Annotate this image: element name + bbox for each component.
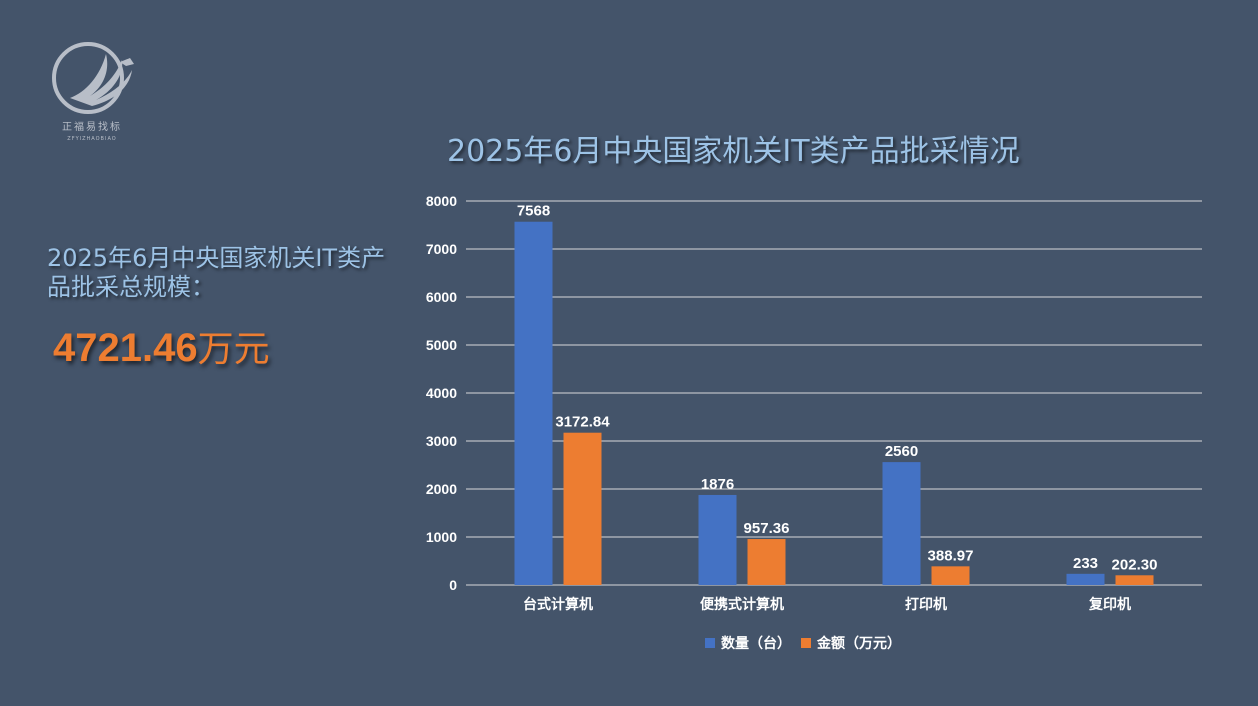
data-label: 233 (1073, 555, 1098, 572)
x-category-label: 打印机 (905, 596, 947, 613)
eagle-logo-icon (52, 42, 134, 114)
logo-text-cn: 正福易找标 (62, 122, 122, 133)
y-tick-label: 8000 (426, 193, 457, 209)
y-tick-label: 5000 (426, 337, 457, 353)
bars (514, 221, 1154, 585)
y-tick-label: 7000 (426, 241, 457, 257)
summary-label: 2025年6月中央国家机关IT类产品批采总规模： (47, 244, 386, 301)
legend-label-amount: 金额（万元） (817, 636, 901, 652)
y-tick-label: 4000 (426, 385, 457, 401)
bar-quantity (698, 494, 737, 585)
data-label: 1876 (701, 476, 734, 493)
logo-text-en: ZFYIZHAOBIAO (67, 136, 117, 142)
bar-quantity (1066, 573, 1105, 585)
data-label: 3172.84 (555, 414, 610, 431)
chart-legend: 数量（台） 金额（万元） (705, 633, 911, 653)
summary-total-unit: 万元 (197, 329, 270, 370)
data-label: 7568 (517, 203, 550, 220)
y-tick-label: 6000 (426, 289, 457, 305)
logo: 正福易找标 ZFYIZHAOBIAO (48, 40, 138, 150)
y-tick-label: 2000 (426, 481, 457, 497)
data-labels: 7568 3172.84 1876 957.36 2560 388.97 233 202.30 (517, 203, 1158, 574)
legend-item-quantity: 数量（台） (705, 633, 791, 653)
summary-total-value: 4721.46 (53, 326, 198, 370)
x-axis: 台式计算机 便携式计算机 打印机 复印机 (523, 596, 1131, 613)
legend-swatch-quantity (705, 638, 715, 648)
chart-title: 2025年6月中央国家机关IT类产品批采情况 (447, 134, 1020, 169)
bar-quantity (882, 462, 921, 585)
data-label: 202.30 (1112, 556, 1158, 573)
x-category-label: 台式计算机 (523, 596, 593, 613)
bar-quantity (514, 221, 553, 585)
data-label: 388.97 (928, 547, 974, 564)
bar-amount (1115, 575, 1154, 585)
bar-amount (931, 566, 970, 585)
data-label: 2560 (885, 443, 918, 460)
legend-item-amount: 金额（万元） (801, 633, 901, 653)
summary-panel: 2025年6月中央国家机关IT类产品批采总规模： 4721.46万元 (47, 244, 387, 372)
x-category-label: 便携式计算机 (700, 596, 784, 613)
bar-amount (563, 432, 602, 585)
y-tick-label: 1000 (426, 529, 457, 545)
y-tick-label: 3000 (426, 433, 457, 449)
y-tick-label: 0 (449, 577, 457, 593)
legend-label-quantity: 数量（台） (721, 636, 791, 652)
legend-swatch-amount (801, 638, 811, 648)
y-axis: 0 1000 2000 3000 4000 5000 6000 7000 8000 (426, 193, 457, 593)
data-label: 957.36 (744, 520, 790, 537)
summary-total: 4721.46万元 (53, 320, 387, 372)
x-category-label: 复印机 (1088, 596, 1131, 613)
bar-amount (747, 539, 786, 585)
